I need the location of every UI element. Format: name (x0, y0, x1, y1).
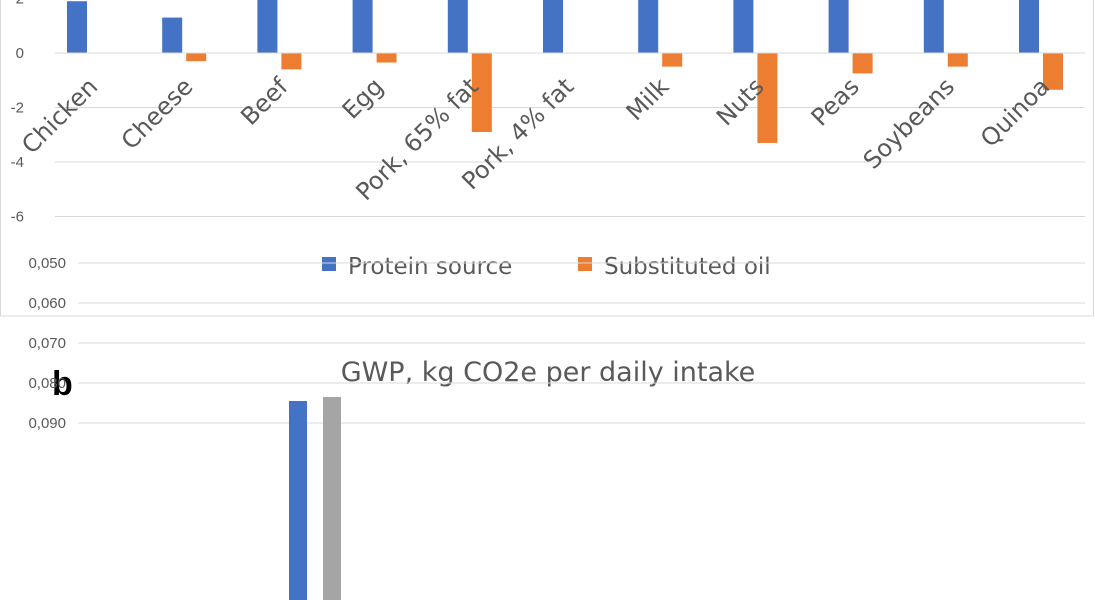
chart-a-y-tick-label: 0 (16, 45, 24, 62)
legend-label: Substituted oil (604, 254, 771, 280)
chart-b: b GWP, kg CO2e per daily intake 0,0900,0… (28, 255, 1085, 600)
chart-a-category-label: Beef (235, 72, 294, 131)
bar-protein-source (67, 1, 87, 54)
bar-substituted-oil (757, 53, 778, 143)
chart-a-category-label: Egg (337, 72, 389, 124)
chart-a-legend: Protein source Substituted oil (322, 254, 771, 280)
chart-b-bar (323, 397, 341, 600)
bar-protein-source (1019, 0, 1039, 53)
bar-protein-source (447, 0, 468, 53)
chart-a-category-label: Quinoa (975, 72, 1055, 152)
chart-b-bars (289, 397, 341, 600)
legend-swatch (578, 257, 592, 271)
bar-substituted-oil (186, 53, 207, 62)
chart-a-y-tick-label: 2 (16, 0, 24, 8)
panel-label: b (52, 365, 73, 403)
chart-a-y-axis: 2 0 -2 -4 -6 (11, 0, 24, 226)
bar-protein-source (162, 17, 183, 53)
chart-a-category-label: Milk (621, 72, 675, 126)
bar-substituted-oil (376, 53, 397, 63)
bar-substituted-oil (947, 53, 968, 67)
chart-b-bar (289, 401, 307, 600)
chart-b-y-tick-label: 0,050 (28, 255, 66, 272)
bar-substituted-oil (281, 53, 302, 70)
chart-a-y-tick-label: -2 (11, 100, 24, 117)
chart-a-category-label: Cheese (116, 72, 199, 155)
bar-protein-source (733, 0, 754, 53)
bar-protein-source (828, 0, 849, 53)
legend-swatch (322, 257, 336, 271)
bar-substituted-oil (471, 53, 492, 133)
chart-b-gridlines (78, 262, 1085, 424)
bar-substituted-oil (852, 53, 873, 74)
bar-protein-source (257, 0, 278, 53)
bar-substituted-oil (1043, 53, 1063, 90)
chart-a-category-label: Peas (806, 72, 865, 131)
chart-a-bars (55, 0, 1085, 143)
legend-label: Protein source (348, 254, 512, 280)
chart-b-y-tick-label: 0,060 (28, 295, 66, 312)
bar-protein-source (543, 0, 563, 54)
bar-protein-source (923, 0, 944, 53)
chart-a-y-tick-label: -4 (11, 154, 24, 171)
chart-b-y-axis: 0,090 0,080 0,070 0,060 0,050 (28, 255, 66, 432)
chart-a-category-label: Soybeans (858, 72, 960, 174)
chart-a-category-label: Chicken (16, 72, 103, 159)
bar-protein-source (638, 0, 659, 53)
bar-substituted-oil (662, 53, 683, 67)
chart-a-frame (0, 0, 1094, 317)
bar-protein-source (352, 0, 373, 53)
chart-a-y-tick-label: -6 (11, 209, 24, 226)
chart-b-y-tick-label: 0,070 (28, 335, 66, 352)
chart-b-y-tick-label: 0,080 (28, 375, 66, 392)
chart-b-y-tick-label: 0,090 (28, 415, 66, 432)
